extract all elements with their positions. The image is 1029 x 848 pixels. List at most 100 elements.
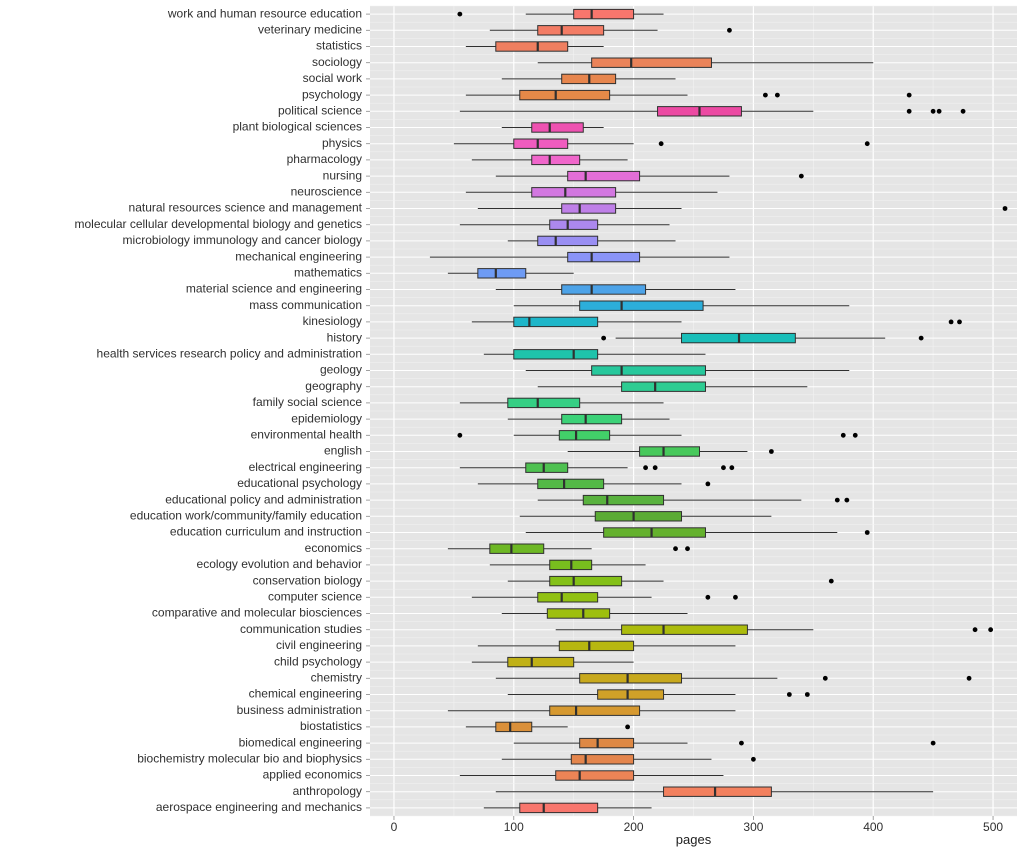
outlier-point bbox=[763, 93, 768, 98]
outlier-point bbox=[957, 320, 962, 325]
box bbox=[664, 787, 772, 796]
box bbox=[508, 657, 574, 666]
box bbox=[550, 576, 622, 585]
outlier-point bbox=[931, 109, 936, 114]
box bbox=[580, 674, 682, 683]
x-tick-label: 400 bbox=[863, 820, 883, 834]
category-label: communication studies bbox=[240, 622, 362, 636]
category-label: economics bbox=[305, 541, 362, 555]
outlier-point bbox=[457, 12, 462, 17]
category-label: chemistry bbox=[311, 670, 362, 684]
box bbox=[538, 236, 598, 245]
category-label: microbiology immunology and cancer biolo… bbox=[123, 233, 362, 247]
category-label: material science and engineering bbox=[186, 282, 362, 296]
outlier-point bbox=[625, 725, 630, 730]
category-label: mass communication bbox=[249, 298, 362, 312]
outlier-point bbox=[841, 433, 846, 438]
box bbox=[559, 641, 633, 650]
outlier-point bbox=[844, 498, 849, 503]
box bbox=[508, 398, 580, 407]
box bbox=[562, 204, 616, 213]
box bbox=[520, 90, 610, 99]
box bbox=[547, 609, 609, 618]
outlier-point bbox=[937, 109, 942, 114]
outlier-point bbox=[973, 627, 978, 632]
box bbox=[478, 269, 526, 278]
x-tick-label: 500 bbox=[983, 820, 1003, 834]
category-label: pharmacology bbox=[287, 152, 362, 166]
category-label: health services research policy and admi… bbox=[97, 346, 362, 360]
category-label: child psychology bbox=[274, 654, 362, 668]
box bbox=[568, 171, 640, 180]
box bbox=[496, 722, 532, 731]
outlier-point bbox=[967, 676, 972, 681]
category-label: veterinary medicine bbox=[258, 22, 362, 36]
outlier-point bbox=[727, 28, 732, 33]
outlier-point bbox=[659, 141, 664, 146]
outlier-point bbox=[685, 546, 690, 551]
category-label: mathematics bbox=[294, 265, 362, 279]
x-axis-title: pages bbox=[676, 832, 712, 847]
category-label: applied economics bbox=[263, 768, 362, 782]
category-label: chemical engineering bbox=[249, 687, 362, 701]
outlier-point bbox=[739, 741, 744, 746]
outlier-point bbox=[853, 433, 858, 438]
x-tick-label: 0 bbox=[391, 820, 398, 834]
box bbox=[490, 544, 544, 553]
category-label: educational policy and administration bbox=[165, 492, 362, 506]
box bbox=[574, 9, 634, 18]
box bbox=[571, 755, 633, 764]
category-label: psychology bbox=[302, 87, 362, 101]
category-label: history bbox=[327, 330, 362, 344]
category-label: geology bbox=[320, 363, 362, 377]
category-label: biostatistics bbox=[300, 719, 362, 733]
category-label: english bbox=[324, 444, 362, 458]
box bbox=[496, 42, 568, 51]
outlier-point bbox=[865, 530, 870, 535]
category-label: epidemiology bbox=[291, 411, 362, 425]
outlier-point bbox=[787, 692, 792, 697]
outlier-point bbox=[823, 676, 828, 681]
category-label: electrical engineering bbox=[249, 460, 362, 474]
box bbox=[595, 512, 681, 521]
outlier-point bbox=[835, 498, 840, 503]
outlier-point bbox=[643, 465, 648, 470]
outlier-point bbox=[907, 93, 912, 98]
category-label: social work bbox=[303, 71, 363, 85]
category-label: physics bbox=[322, 136, 362, 150]
category-label: work and human resource education bbox=[167, 6, 362, 20]
outlier-point bbox=[705, 595, 710, 600]
box bbox=[520, 803, 598, 812]
category-label: conservation biology bbox=[253, 573, 362, 587]
box bbox=[532, 155, 580, 164]
box bbox=[526, 463, 568, 472]
category-label: anthropology bbox=[293, 784, 362, 798]
box bbox=[550, 220, 598, 229]
outlier-point bbox=[457, 433, 462, 438]
outlier-point bbox=[865, 141, 870, 146]
box bbox=[532, 123, 584, 132]
box bbox=[568, 252, 640, 261]
category-label: education work/community/family educatio… bbox=[130, 508, 362, 522]
outlier-point bbox=[705, 482, 710, 487]
box bbox=[538, 26, 604, 35]
outlier-point bbox=[733, 595, 738, 600]
outlier-point bbox=[961, 109, 966, 114]
box bbox=[538, 593, 598, 602]
category-label: civil engineering bbox=[276, 638, 362, 652]
category-label: biomedical engineering bbox=[239, 735, 362, 749]
box bbox=[514, 317, 598, 326]
category-label: ecology evolution and behavior bbox=[197, 557, 362, 571]
category-label: nursing bbox=[323, 168, 362, 182]
category-label: educational psychology bbox=[237, 476, 362, 490]
box bbox=[592, 58, 712, 67]
outlier-point bbox=[931, 741, 936, 746]
box bbox=[622, 625, 748, 634]
boxplot-chart: work and human resource education veterin… bbox=[0, 0, 1029, 848]
box bbox=[592, 366, 706, 375]
outlier-point bbox=[775, 93, 780, 98]
category-label: statistics bbox=[316, 39, 362, 53]
box bbox=[556, 771, 634, 780]
outlier-point bbox=[729, 465, 734, 470]
outlier-point bbox=[721, 465, 726, 470]
